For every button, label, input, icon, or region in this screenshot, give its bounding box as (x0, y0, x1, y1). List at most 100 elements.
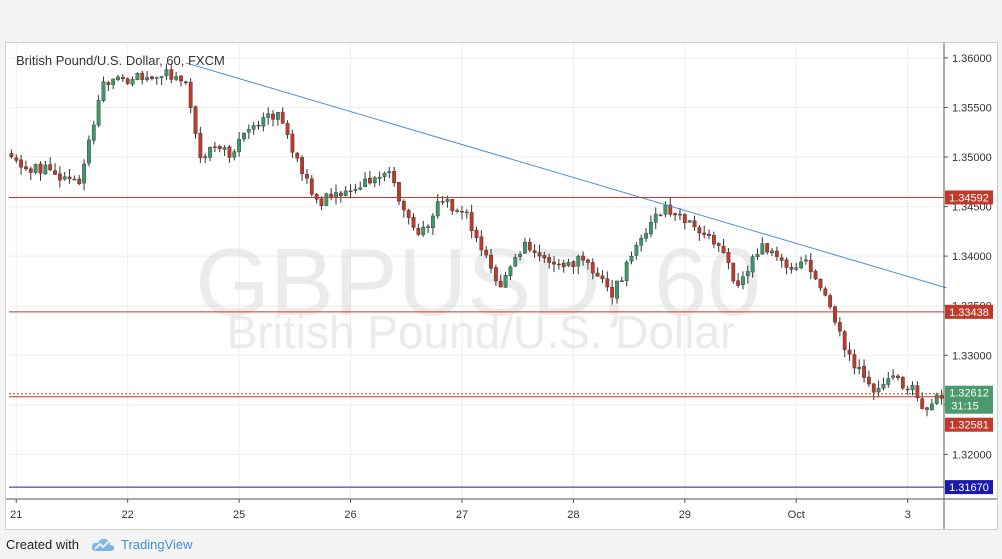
candle-body (576, 256, 581, 267)
candle (198, 126, 203, 164)
candle-body (881, 384, 886, 389)
candle-body (842, 331, 847, 350)
candle-body (72, 178, 77, 181)
candle-body (867, 376, 871, 385)
candle-body (896, 375, 900, 379)
candle (552, 256, 556, 273)
candle-body (14, 157, 19, 161)
candle-body (431, 215, 435, 229)
candle (125, 77, 130, 85)
price-tag-0: 1.34592 (945, 190, 993, 205)
candle-body (145, 77, 149, 81)
candle-body (605, 278, 610, 288)
candle-body (552, 261, 556, 265)
candle (401, 199, 406, 218)
candle-body (101, 81, 106, 101)
candle-body (653, 213, 658, 223)
candle-body (586, 259, 590, 263)
candle (571, 260, 576, 275)
candle (663, 201, 668, 218)
tradingview-cloud-icon[interactable] (91, 538, 115, 552)
tradingview-link[interactable]: TradingView (120, 537, 193, 552)
candle (96, 95, 101, 128)
candle (910, 381, 915, 396)
candle (905, 385, 910, 395)
candle-body (28, 168, 33, 173)
candle-body (169, 69, 174, 80)
candle-body (324, 193, 329, 206)
candle-body (57, 173, 62, 181)
candle-body (77, 178, 82, 185)
candle-body (828, 295, 833, 308)
candle-body (411, 216, 416, 228)
candle (862, 359, 866, 383)
candle (101, 76, 106, 103)
candle (358, 181, 363, 191)
candle (24, 160, 28, 171)
y-tick-label: 1.33000 (952, 350, 992, 362)
candle-body (372, 177, 377, 184)
candle (707, 229, 711, 240)
candle-body (915, 385, 920, 398)
candle-body (857, 366, 862, 370)
candle-body (571, 261, 576, 268)
candle-body (925, 407, 929, 410)
candle (450, 199, 455, 215)
candle-body (19, 159, 24, 168)
candle (915, 381, 920, 402)
candle (164, 63, 169, 81)
candle-body (741, 276, 745, 286)
candle-body (711, 235, 716, 245)
candle-body (314, 193, 319, 200)
candle-body (639, 237, 644, 246)
candle (348, 184, 353, 199)
candle (353, 183, 358, 194)
candle (120, 74, 125, 83)
candle (513, 253, 518, 267)
candle (595, 267, 600, 277)
candle (33, 163, 38, 175)
candle-body (910, 384, 915, 391)
candle (232, 149, 237, 161)
candle-body (779, 257, 784, 261)
price-tag-0-bg (945, 190, 993, 205)
candle-body (697, 227, 702, 234)
candle-body (43, 164, 48, 175)
candle (460, 205, 464, 220)
candle-body (774, 250, 779, 257)
candle-body (658, 214, 663, 217)
candle (649, 215, 653, 237)
price-tag-lower-text: 1.32581 (949, 420, 989, 432)
candle-body (876, 388, 881, 393)
candle (416, 223, 421, 237)
candle-body (886, 378, 891, 385)
price-tag-3: 1.31670 (945, 480, 993, 495)
candle-body (871, 383, 876, 393)
candle (474, 226, 479, 243)
candle (154, 76, 159, 85)
candle (179, 75, 183, 87)
candle (789, 262, 794, 274)
candle (590, 258, 595, 280)
price-tag-0-text: 1.34592 (949, 192, 989, 204)
candle-body (33, 164, 38, 173)
candle-body (813, 270, 818, 280)
candle-body (266, 113, 271, 118)
candle (576, 254, 581, 274)
candle (53, 163, 57, 175)
candle (411, 213, 416, 231)
candle (784, 257, 789, 275)
candle (479, 230, 484, 257)
candle (547, 253, 552, 269)
candle-body (905, 388, 910, 391)
candle-body (285, 123, 290, 135)
candle (774, 246, 779, 261)
candle-body (319, 198, 324, 206)
candle (212, 141, 217, 152)
candle (503, 271, 508, 288)
candle-body (619, 280, 624, 282)
y-tick-label: 1.35500 (952, 102, 992, 114)
candle (920, 392, 925, 410)
candle-body (755, 254, 760, 258)
